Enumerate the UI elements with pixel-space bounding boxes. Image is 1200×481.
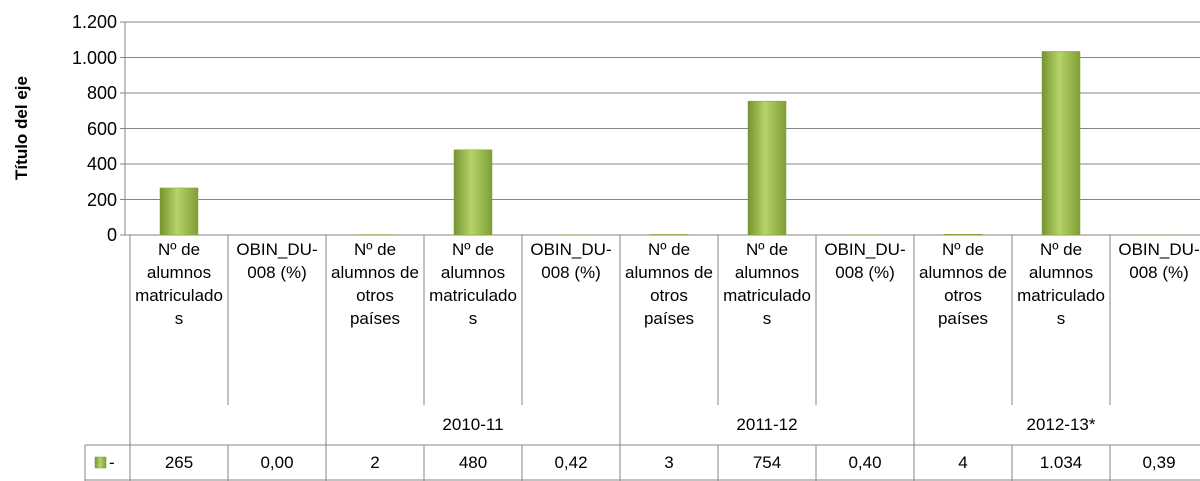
y-tick-label: 800 bbox=[86, 83, 117, 103]
group-label: 2011-12 bbox=[736, 415, 798, 434]
x-tick-label: Nº de alumnos matriculados bbox=[723, 240, 811, 328]
bar bbox=[1041, 51, 1081, 236]
data-table-value: 0,40 bbox=[848, 453, 882, 472]
x-tick-label: Nº de alumnos matriculados bbox=[429, 240, 517, 328]
group-label: 2010-11 bbox=[442, 415, 504, 434]
x-tick-label: Nº de alumnos de otros países bbox=[331, 240, 419, 328]
data-table-value: 480 bbox=[458, 453, 488, 472]
data-table-value: 265 bbox=[164, 453, 194, 472]
y-tick-label: 0 bbox=[106, 225, 117, 245]
data-table-value: 0,00 bbox=[260, 453, 294, 472]
data-table-value: 0,39 bbox=[1142, 453, 1176, 472]
legend-label: - bbox=[109, 453, 115, 472]
data-table-value: 0,42 bbox=[554, 453, 588, 472]
data-table-value: 1.034 bbox=[1039, 453, 1083, 472]
y-tick-label: 400 bbox=[86, 154, 117, 174]
data-table-value: 2 bbox=[370, 453, 380, 472]
bar bbox=[649, 234, 689, 236]
data-table-value: 3 bbox=[664, 453, 674, 472]
y-tick-label: 1.000 bbox=[71, 47, 117, 68]
y-tick-label: 600 bbox=[86, 118, 117, 139]
legend-key bbox=[94, 456, 107, 469]
x-tick-label: OBIN_DU-008 (%) bbox=[1118, 240, 1200, 282]
y-tick-label: 200 bbox=[86, 189, 117, 210]
bar bbox=[159, 187, 199, 236]
x-tick-label: Nº de alumnos de otros países bbox=[625, 240, 713, 328]
bar bbox=[943, 234, 983, 236]
group-label: 2012-13* bbox=[1026, 415, 1096, 434]
y-axis-title: Título del eje bbox=[12, 76, 31, 180]
x-tick-label: OBIN_DU-008 (%) bbox=[824, 240, 906, 282]
bar bbox=[747, 100, 787, 236]
x-tick-label: Nº de alumnos de otros países bbox=[919, 240, 1007, 328]
data-table-value: 4 bbox=[958, 453, 968, 472]
x-tick-label: OBIN_DU-008 (%) bbox=[530, 240, 612, 282]
y-tick-label: 1.200 bbox=[71, 12, 117, 32]
data-table-value: 754 bbox=[752, 453, 782, 472]
x-tick-label: Nº de alumnos matriculados bbox=[1017, 240, 1105, 328]
bar bbox=[453, 149, 493, 236]
x-tick-label: OBIN_DU-008 (%) bbox=[236, 240, 318, 282]
x-tick-label: Nº de alumnos matriculados bbox=[135, 240, 223, 328]
